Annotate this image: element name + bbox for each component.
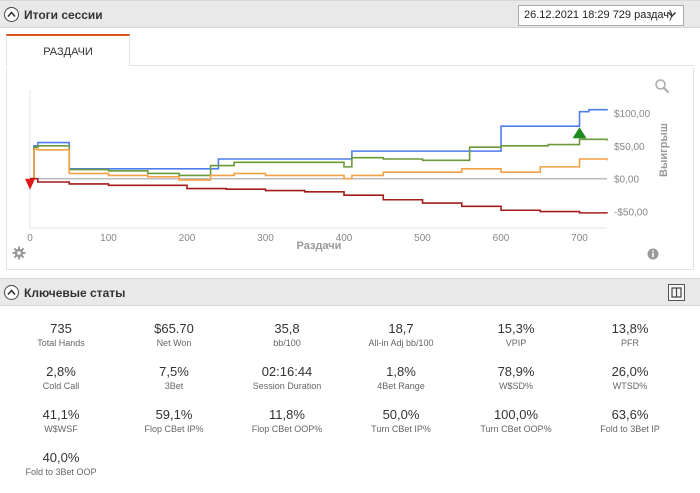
stat-value: 1,8% (386, 364, 416, 379)
stat-allin-adj-bb-100: 18,7 All-in Adj bb/100 (343, 321, 459, 348)
stat-flop-cbet-ip: 59,1% Flop CBet IP% (116, 407, 232, 434)
stat-value: 26,0% (611, 364, 649, 379)
stat-4bet-range: 1,8% 4Bet Range (343, 364, 459, 391)
stat-value: 2,8% (46, 364, 76, 379)
info-icon[interactable] (647, 248, 659, 260)
stat-pfr: 13,8% PFR (572, 321, 688, 348)
session-summary-title: Итоги сессии (24, 8, 103, 22)
stat-3bet: 7,5% 3Bet (116, 364, 232, 391)
y-tick-label: $50,00 (614, 142, 645, 153)
stat-net-won: $65.70 Net Won (116, 321, 232, 348)
stat-total-hands: 735 Total Hands (3, 321, 119, 348)
stat-wwsf: 41,1% W$WSF (3, 407, 119, 434)
stat-value: 100,0% (493, 407, 539, 422)
chevron-up-icon (7, 11, 16, 18)
stat-session-duration: 02:16:44 Session Duration (229, 364, 345, 391)
stat-label: Flop CBet IP% (144, 424, 204, 434)
y-tick-label: $0,00 (614, 175, 639, 186)
stat-label: PFR (621, 338, 639, 348)
stat-value: 735 (50, 321, 72, 336)
triangle-down-icon (25, 178, 35, 190)
magnifier-icon[interactable] (654, 78, 670, 94)
stat-turn-cbet-ip: 50,0% Turn CBet IP% (343, 407, 459, 434)
stat-value: 02:16:44 (261, 364, 313, 379)
stat-label: W$SD% (498, 381, 533, 391)
stat-value: 40,0% (42, 450, 80, 465)
stat-value: 13,8% (611, 321, 649, 336)
series-line-red (30, 177, 608, 214)
stat-label: W$WSF (44, 424, 78, 434)
tab-hands-label: РАЗДАЧИ (43, 46, 93, 58)
stat-wsd: 78,9% W$SD% (458, 364, 574, 391)
stat-value: 63,6% (611, 407, 649, 422)
stat-value: 15,3% (497, 321, 535, 336)
stat-label: Turn CBet IP% (371, 424, 431, 434)
triangle-up-icon (572, 127, 587, 139)
stat-value: 35,8 (274, 321, 300, 336)
y-tick-label: $100,00 (614, 109, 651, 120)
x-tick-label: 300 (257, 233, 274, 244)
stat-cold-call: 2,8% Cold Call (3, 364, 119, 391)
session-collapse-button[interactable] (4, 7, 19, 22)
panel-icon (671, 287, 682, 298)
series-line-orange (30, 148, 608, 181)
stat-value: 50,0% (382, 407, 420, 422)
stat-label: Fold to 3Bet IP (600, 424, 660, 434)
stat-bb-100: 35,8 bb/100 (229, 321, 345, 348)
stat-label: Session Duration (252, 381, 322, 391)
session-selector[interactable]: 26.12.2021 18:29 729 раздач) (518, 5, 684, 26)
x-tick-label: 200 (179, 233, 196, 244)
x-tick-label: 500 (414, 233, 431, 244)
stat-wtsd: 26,0% WTSD% (572, 364, 688, 391)
stat-label: Flop CBet OOP% (251, 424, 323, 434)
stat-value: 41,1% (42, 407, 80, 422)
chevron-down-icon (667, 11, 677, 18)
tab-hands[interactable]: РАЗДАЧИ (6, 34, 130, 66)
stat-label: bb/100 (273, 338, 301, 348)
stat-value: $65.70 (154, 321, 194, 336)
stat-vpip: 15,3% VPIP (458, 321, 574, 348)
stat-label: Total Hands (37, 338, 85, 348)
stat-label: Cold Call (42, 381, 80, 391)
stat-label: VPIP (505, 338, 527, 348)
series-line-blue (30, 108, 608, 180)
stat-value: 7,5% (159, 364, 189, 379)
stat-label: 3Bet (164, 381, 184, 391)
stat-label: All-in Adj bb/100 (368, 338, 434, 348)
stat-fold-to-3bet-ip: 63,6% Fold to 3Bet IP (572, 407, 688, 434)
stat-label: Net Won (156, 338, 192, 348)
key-stats-header: Ключевые статы (0, 278, 700, 306)
chart-tab-bar: РАЗДАЧИ (6, 34, 694, 66)
x-tick-label: 0 (27, 233, 33, 244)
series-line-green (30, 138, 608, 180)
winnings-chart: 0 100 200 300 400 500 600 700 $100,00 $50,00 $0,0… (25, 90, 670, 252)
x-axis-label: Раздачи (297, 240, 342, 252)
y-tick-label: -$50,00 (614, 208, 648, 219)
chevron-up-icon (7, 289, 16, 296)
stat-value: 59,1% (155, 407, 193, 422)
y-axis-label: Выигрыш (658, 123, 670, 177)
x-tick-label: 600 (493, 233, 510, 244)
session-summary-header: Итоги сессии 26.12.2021 18:29 729 раздач… (0, 0, 700, 28)
x-tick-label: 400 (336, 233, 353, 244)
stat-flop-cbet-oop: 11,8% Flop CBet OOP% (229, 407, 345, 434)
stat-turn-cbet-oop: 100,0% Turn CBet OOP% (458, 407, 574, 434)
stat-value: 11,8% (269, 407, 305, 422)
stat-value: 18,7 (388, 321, 414, 336)
session-selector-value: 26.12.2021 18:29 729 раздач) (524, 9, 673, 21)
stat-fold-to-3bet-oop: 40,0% Fold to 3Bet OOP (3, 450, 119, 477)
panel-toggle-button[interactable] (668, 284, 685, 301)
gear-icon[interactable] (12, 246, 26, 260)
stat-label: 4Bet Range (377, 381, 425, 391)
winnings-chart-panel: 0 100 200 300 400 500 600 700 $100,00 $50,00 $0,0… (6, 68, 694, 270)
key-stats-collapse-button[interactable] (4, 285, 19, 300)
x-tick-label: 100 (100, 233, 117, 244)
stat-value: 78,9% (497, 364, 535, 379)
stat-label: Turn CBet OOP% (480, 424, 552, 434)
x-tick-label: 700 (571, 233, 588, 244)
key-stats-title: Ключевые статы (24, 286, 126, 300)
stat-label: Fold to 3Bet OOP (25, 467, 97, 477)
stat-label: WTSD% (612, 381, 648, 391)
